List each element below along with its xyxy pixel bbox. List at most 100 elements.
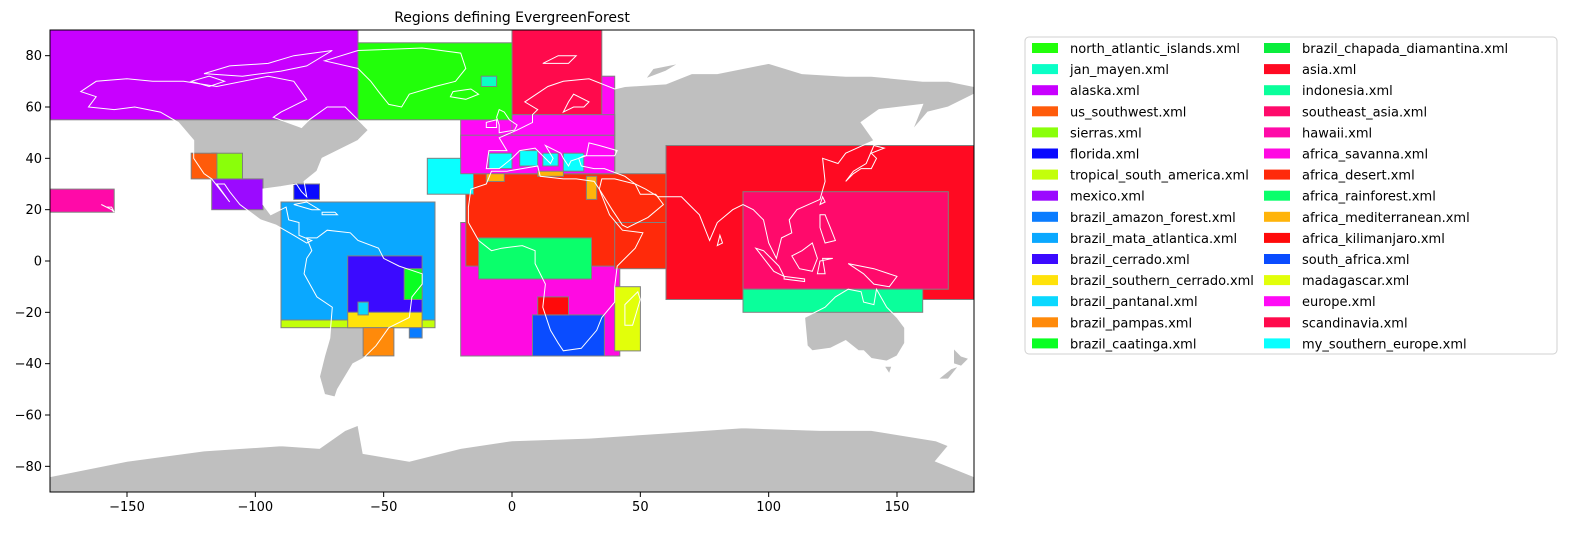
legend-label: southeast_asia.xml	[1302, 105, 1427, 120]
legend-swatch	[1032, 85, 1058, 96]
region-alaska	[50, 30, 359, 121]
legend-label: madagascar.xml	[1302, 274, 1409, 289]
y-tick-label: −60	[15, 409, 42, 424]
x-tick-label: 50	[632, 500, 649, 515]
legend-swatch	[1264, 43, 1290, 53]
y-tick-label: 20	[25, 203, 42, 218]
legend-label: brazil_chapada_diamantina.xml	[1302, 42, 1508, 57]
legend-item: us_southwest.xml	[1032, 105, 1186, 120]
legend-swatch	[1264, 190, 1290, 201]
land-mass	[938, 366, 959, 380]
legend: north_atlantic_islands.xmljan_mayen.xmla…	[1024, 36, 1558, 355]
region-florida	[293, 183, 320, 200]
legend-swatch	[1264, 296, 1290, 307]
region-madagascar	[614, 286, 641, 352]
coastline	[542, 55, 578, 64]
legend-label: mexico.xml	[1070, 190, 1145, 205]
coastline	[816, 257, 833, 275]
coastline	[203, 50, 333, 77]
legend-item: brazil_pampas.xml	[1032, 316, 1192, 331]
legend-item: hawaii.xml	[1264, 126, 1372, 141]
legend-item: jan_mayen.xml	[1032, 63, 1169, 78]
y-tick-label: −20	[15, 306, 42, 321]
coastline	[322, 47, 467, 108]
legend-label: africa_rainforest.xml	[1302, 190, 1436, 205]
legend-swatch	[1032, 275, 1058, 286]
legend-item: brazil_amazon_forest.xml	[1032, 211, 1236, 226]
coastline	[449, 88, 480, 100]
x-tick-label: −100	[237, 500, 273, 515]
legend-label: africa_desert.xml	[1302, 169, 1415, 184]
region-africa-mediterranean	[537, 170, 564, 177]
legend-item: florida.xml	[1032, 148, 1139, 163]
legend-item: madagascar.xml	[1264, 274, 1409, 289]
legend-swatch	[1032, 296, 1058, 307]
coastline	[303, 229, 423, 398]
x-tick-label: 100	[756, 500, 781, 515]
legend-label: indonesia.xml	[1302, 84, 1393, 99]
coastline	[101, 204, 115, 213]
legend-item: north_atlantic_islands.xml	[1032, 42, 1240, 57]
legend-swatch	[1264, 211, 1290, 222]
legend-swatch	[1264, 275, 1290, 286]
region-my-southern-europe	[488, 152, 513, 170]
legend-item: africa_mediterranean.xml	[1264, 211, 1470, 226]
coastline	[79, 75, 370, 244]
legend-label: africa_kilimanjaro.xml	[1302, 232, 1445, 247]
region-europe	[511, 114, 616, 136]
legend-label: alaska.xml	[1070, 84, 1140, 99]
legend-item: scandinavia.xml	[1264, 316, 1408, 331]
coastline	[883, 365, 893, 376]
legend-item: africa_kilimanjaro.xml	[1264, 232, 1445, 247]
legend-label: brazil_pantanal.xml	[1070, 295, 1198, 310]
legend-item: asia.xml	[1264, 63, 1356, 78]
x-tick-label: −150	[109, 500, 145, 515]
legend-item: africa_rainforest.xml	[1264, 190, 1436, 205]
coastline	[485, 119, 498, 128]
coastline	[50, 424, 974, 492]
legend-swatch	[1264, 169, 1290, 180]
coastline	[783, 275, 806, 283]
y-axis-ticks: −80 −60 −40 −20 0 20 40 60 80	[15, 49, 50, 475]
legend-label: brazil_pampas.xml	[1070, 316, 1192, 331]
region-africa-mediterranean	[585, 175, 598, 200]
coastline	[562, 93, 590, 114]
legend-swatch	[1032, 211, 1058, 222]
legend-swatch	[1032, 106, 1058, 117]
region-us-southwest	[190, 152, 218, 180]
y-tick-label: 60	[25, 101, 42, 116]
coastline	[485, 62, 974, 260]
legend-item: brazil_cerrado.xml	[1032, 253, 1190, 268]
coastline	[847, 263, 898, 288]
legend-swatch	[1264, 338, 1290, 349]
x-tick-label: 150	[885, 500, 910, 515]
legend-swatch	[1032, 43, 1058, 53]
legend-swatch	[1032, 127, 1058, 138]
legend-item: europe.xml	[1264, 295, 1376, 310]
legend-box	[1024, 36, 1558, 355]
legend-item: tropical_south_america.xml	[1032, 169, 1249, 184]
coastline	[791, 242, 818, 272]
legend-label: tropical_south_america.xml	[1070, 169, 1249, 184]
legend-label: florida.xml	[1070, 148, 1139, 163]
legend-swatch	[1032, 64, 1058, 75]
legend-item: mexico.xml	[1032, 190, 1145, 205]
land-mass	[645, 63, 679, 79]
region-hawaii	[50, 188, 115, 213]
legend-swatch	[1264, 317, 1290, 328]
legend-label: north_atlantic_islands.xml	[1070, 42, 1240, 57]
region-my-southern-europe	[519, 150, 539, 167]
legend-swatch	[1032, 148, 1058, 159]
region-brazil-pantanal	[357, 301, 369, 316]
legend-swatch	[1264, 64, 1290, 75]
legend-label: sierras.xml	[1070, 126, 1142, 141]
legend-swatch	[1032, 254, 1058, 264]
legend-item: brazil_caatinga.xml	[1032, 337, 1196, 352]
legend-item: brazil_chapada_diamantina.xml	[1264, 42, 1508, 57]
coastline	[293, 201, 322, 211]
legend-swatch	[1032, 190, 1058, 201]
legend-item: brazil_southern_cerrado.xml	[1032, 274, 1254, 289]
coastline	[845, 144, 886, 182]
